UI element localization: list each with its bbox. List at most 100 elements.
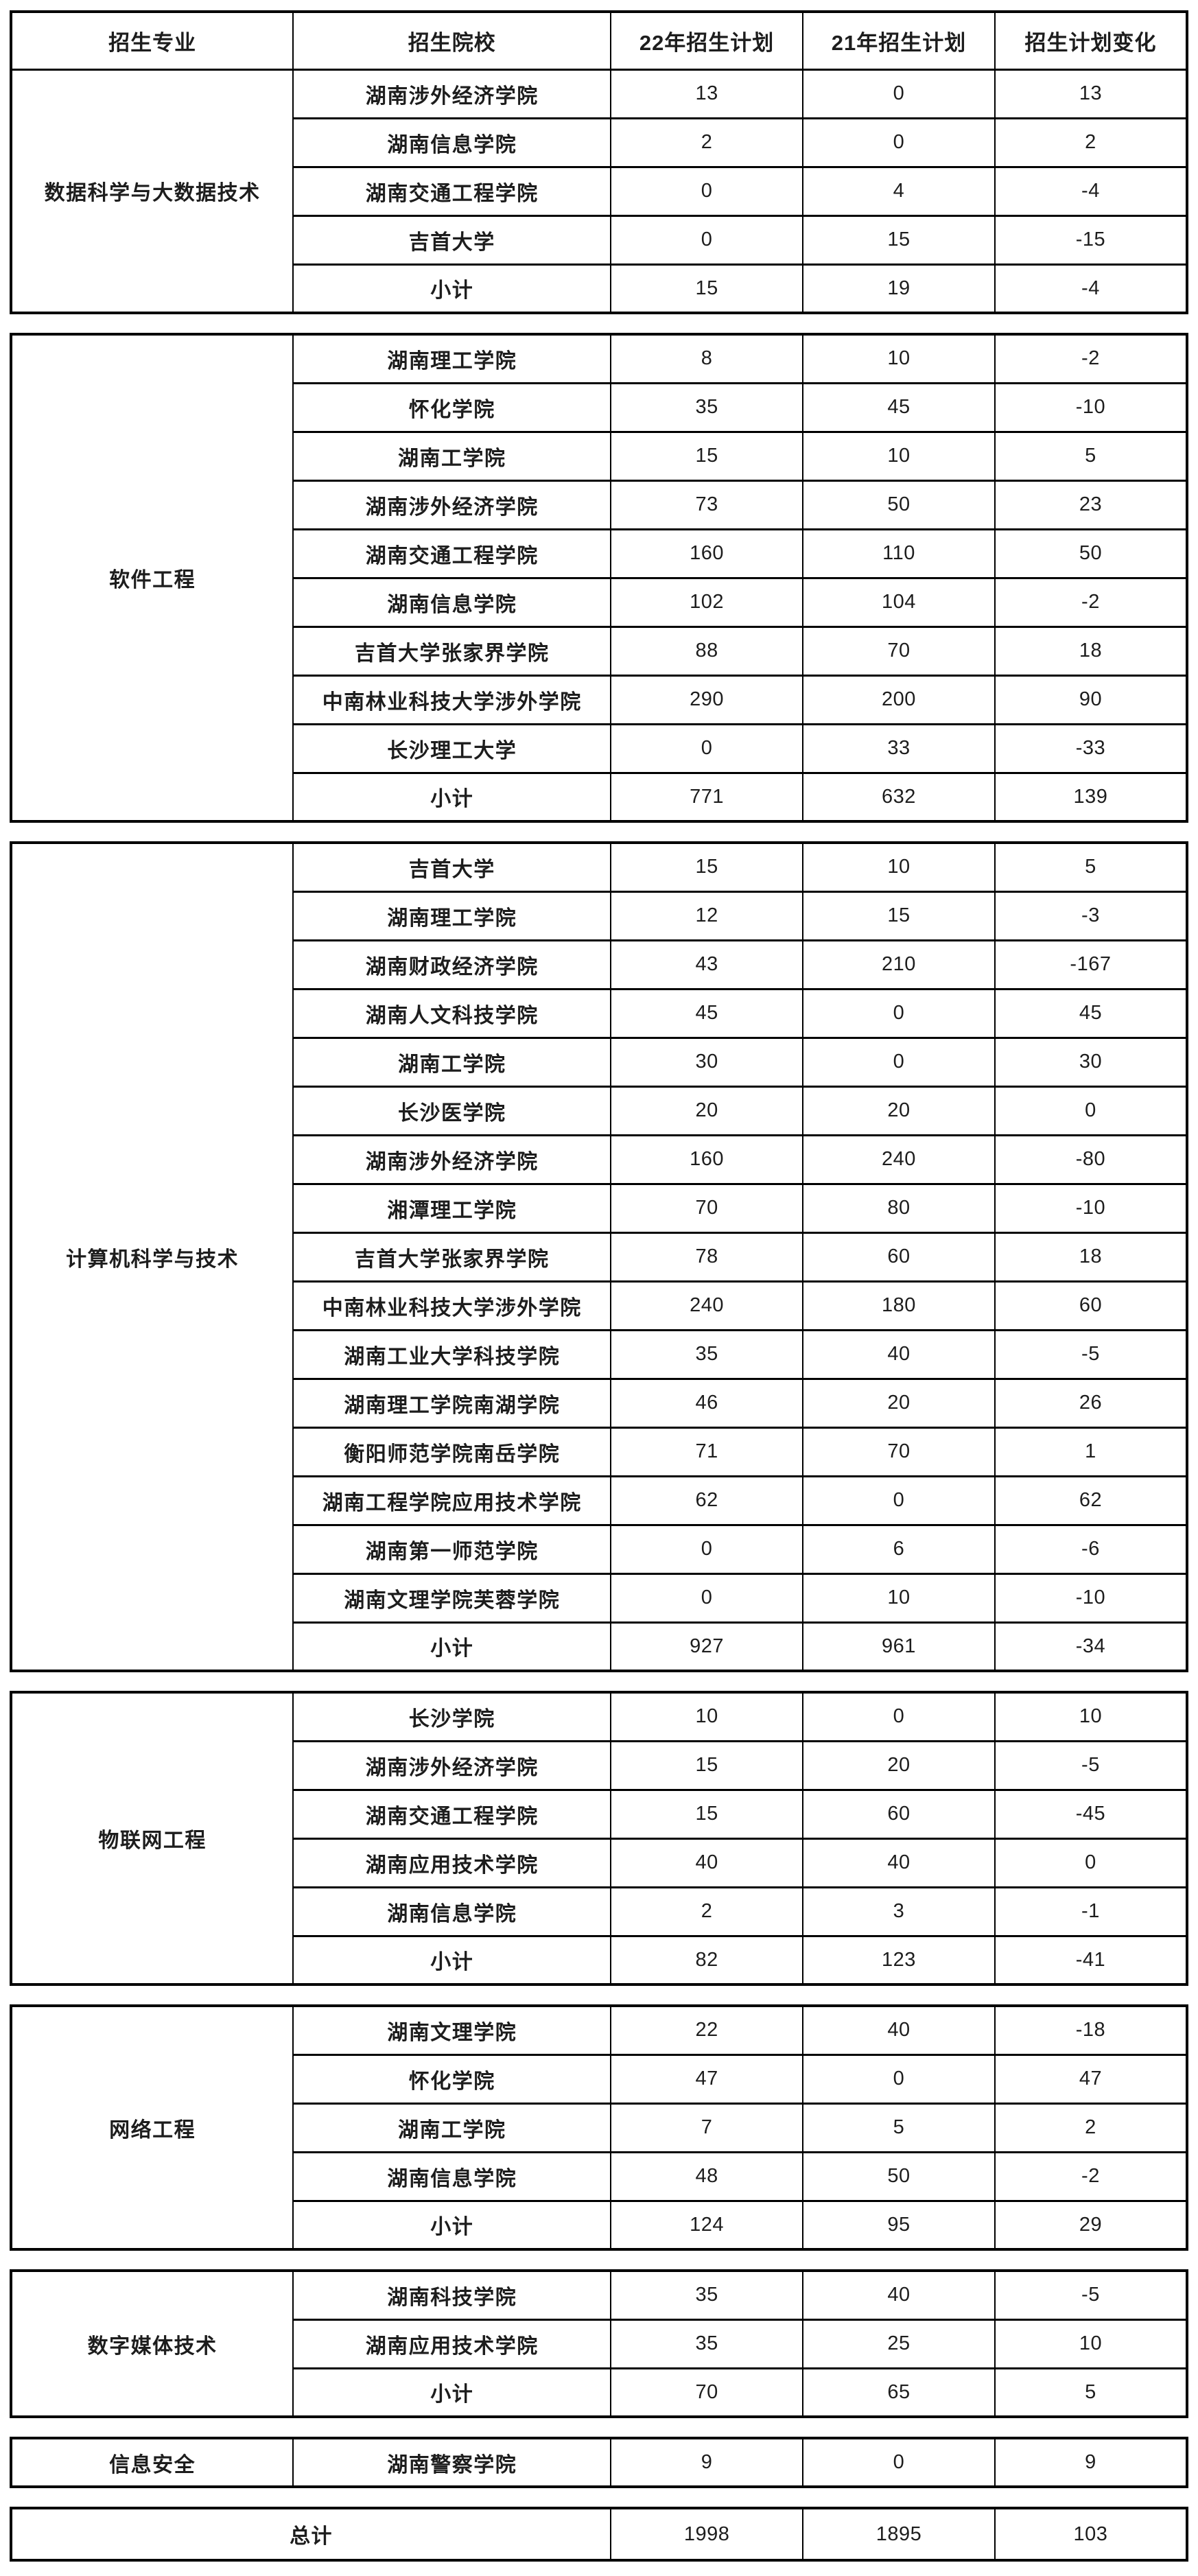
major-cell: 软件工程 [10, 333, 294, 823]
plan-22-cell: 47 [610, 2053, 804, 2105]
change-cell: -4 [994, 165, 1188, 217]
plan-22-cell: 71 [610, 1426, 804, 1477]
plan-22-cell: 15 [610, 841, 804, 893]
change-cell: -2 [994, 333, 1188, 384]
table-row: 中南林业科技大学涉外学院 240 180 60 [11, 1280, 1188, 1331]
college-cell: 湖南科技学院 [292, 2269, 612, 2321]
subtotal-plan-21-cell: 19 [802, 263, 996, 314]
college-cell: 中南林业科技大学涉外学院 [292, 1280, 612, 1331]
college-cell: 湖南理工学院 [292, 333, 612, 384]
subtotal-row: 小计 15 19 -4 [11, 263, 1188, 314]
college-cell: 湘潭理工学院 [292, 1182, 612, 1234]
change-cell: 2 [994, 117, 1188, 168]
subtotal-label-cell: 小计 [292, 263, 612, 314]
college-cell: 吉首大学张家界学院 [292, 1231, 612, 1283]
subtotal-change-cell: -4 [994, 263, 1188, 314]
plan-21-cell: 45 [802, 382, 996, 433]
plan-22-cell: 0 [610, 1523, 804, 1575]
plan-21-cell: 40 [802, 1837, 996, 1888]
table-row: 吉首大学 0 15 -15 [11, 214, 1188, 266]
subtotal-label-cell: 小计 [292, 1934, 612, 1986]
plan-21-cell: 104 [802, 576, 996, 628]
table-row: 湖南第一师范学院 0 6 -6 [11, 1523, 1188, 1575]
college-cell: 湖南第一师范学院 [292, 1523, 612, 1575]
table-row: 湖南理工学院 12 15 -3 [11, 890, 1188, 941]
change-cell: 13 [994, 68, 1188, 119]
plan-22-cell: 12 [610, 890, 804, 941]
college-cell: 湖南工学院 [292, 2102, 612, 2153]
change-cell: 0 [994, 1085, 1188, 1136]
change-cell: -167 [994, 939, 1188, 990]
table-row: 网络工程 湖南文理学院 22 40 -18 [10, 2004, 1188, 2251]
plan-21-cell: 20 [802, 1377, 996, 1429]
plan-21-cell: 10 [802, 1572, 996, 1624]
college-cell: 湖南应用技术学院 [292, 2318, 612, 2369]
table-row: 吉首大学张家界学院 88 70 18 [11, 625, 1188, 677]
plan-22-cell: 35 [610, 382, 804, 433]
subtotal-row: 小计 82 123 -41 [11, 1934, 1188, 1986]
plan-21-cell: 15 [802, 890, 996, 941]
plan-22-cell: 2 [610, 117, 804, 168]
change-cell: -10 [994, 1572, 1188, 1624]
change-cell: -3 [994, 890, 1188, 941]
grand-total-label-cell: 总计 [10, 2507, 612, 2562]
change-cell: 9 [994, 2437, 1188, 2488]
table-row: 湖南信息学院 2 0 2 [11, 117, 1188, 168]
plan-21-cell: 70 [802, 1426, 996, 1477]
subtotal-plan-21-cell: 961 [802, 1621, 996, 1672]
college-cell: 湖南涉外经济学院 [292, 1134, 612, 1185]
subtotal-plan-22-cell: 82 [610, 1934, 804, 1986]
college-cell: 湖南工业大学科技学院 [292, 1328, 612, 1380]
plan-22-cell: 7 [610, 2102, 804, 2153]
major-cell: 信息安全 [10, 2437, 294, 2488]
table-row: 湖南交通工程学院 0 4 -4 [11, 165, 1188, 217]
plan-21-cell: 20 [802, 1085, 996, 1136]
change-cell: 18 [994, 1231, 1188, 1283]
table-row: 湖南工学院 15 10 5 [11, 430, 1188, 482]
change-cell: -15 [994, 214, 1188, 266]
section-table: 数字媒体技术 湖南科技学院 35 40 -5 湖南应用技术学院 35 25 10 小计 70 65 5 [10, 2269, 1188, 2418]
plan-21-cell: 33 [802, 723, 996, 774]
college-cell: 湖南信息学院 [292, 576, 612, 628]
plan-22-cell: 10 [610, 1691, 804, 1742]
college-cell: 湖南涉外经济学院 [292, 479, 612, 530]
table-row: 湘潭理工学院 70 80 -10 [11, 1182, 1188, 1234]
plan-21-cell: 0 [802, 1475, 996, 1526]
change-cell: 90 [994, 674, 1188, 725]
plan-21-cell: 0 [802, 1691, 996, 1742]
change-cell: -10 [994, 1182, 1188, 1234]
change-cell: 10 [994, 1691, 1188, 1742]
plan-22-cell: 62 [610, 1475, 804, 1526]
plan-22-cell: 290 [610, 674, 804, 725]
subtotal-plan-21-cell: 123 [802, 1934, 996, 1986]
change-cell: 45 [994, 987, 1188, 1039]
change-cell: 0 [994, 1837, 1188, 1888]
change-cell: 5 [994, 430, 1188, 482]
table-row: 湖南交通工程学院 15 60 -45 [11, 1788, 1188, 1840]
plan-21-cell: 4 [802, 165, 996, 217]
change-cell: 50 [994, 528, 1188, 579]
college-cell: 中南林业科技大学涉外学院 [292, 674, 612, 725]
change-cell: -2 [994, 576, 1188, 628]
subtotal-label-cell: 小计 [292, 2199, 612, 2251]
subtotal-label-cell: 小计 [292, 771, 612, 823]
plan-22-cell: 46 [610, 1377, 804, 1429]
table-row: 湖南财政经济学院 43 210 -167 [11, 939, 1188, 990]
subtotal-change-cell: -34 [994, 1621, 1188, 1672]
plan-21-cell: 25 [802, 2318, 996, 2369]
plan-21-cell: 50 [802, 479, 996, 530]
header-cell: 21年招生计划 [802, 10, 996, 71]
plan-22-cell: 102 [610, 576, 804, 628]
table-row: 软件工程 湖南理工学院 8 10 -2 [10, 333, 1188, 823]
plan-21-cell: 40 [802, 2004, 996, 2056]
table-row: 湖南交通工程学院 160 110 50 [11, 528, 1188, 579]
subtotal-row: 小计 771 632 139 [11, 771, 1188, 823]
change-cell: 2 [994, 2102, 1188, 2153]
grand-total-table: 总计 1998 1895 103 [10, 2507, 1188, 2562]
college-cell: 湖南财政经济学院 [292, 939, 612, 990]
change-cell: -33 [994, 723, 1188, 774]
college-cell: 湖南信息学院 [292, 117, 612, 168]
subtotal-change-cell: 139 [994, 771, 1188, 823]
plan-22-cell: 35 [610, 1328, 804, 1380]
plan-22-cell: 30 [610, 1036, 804, 1088]
